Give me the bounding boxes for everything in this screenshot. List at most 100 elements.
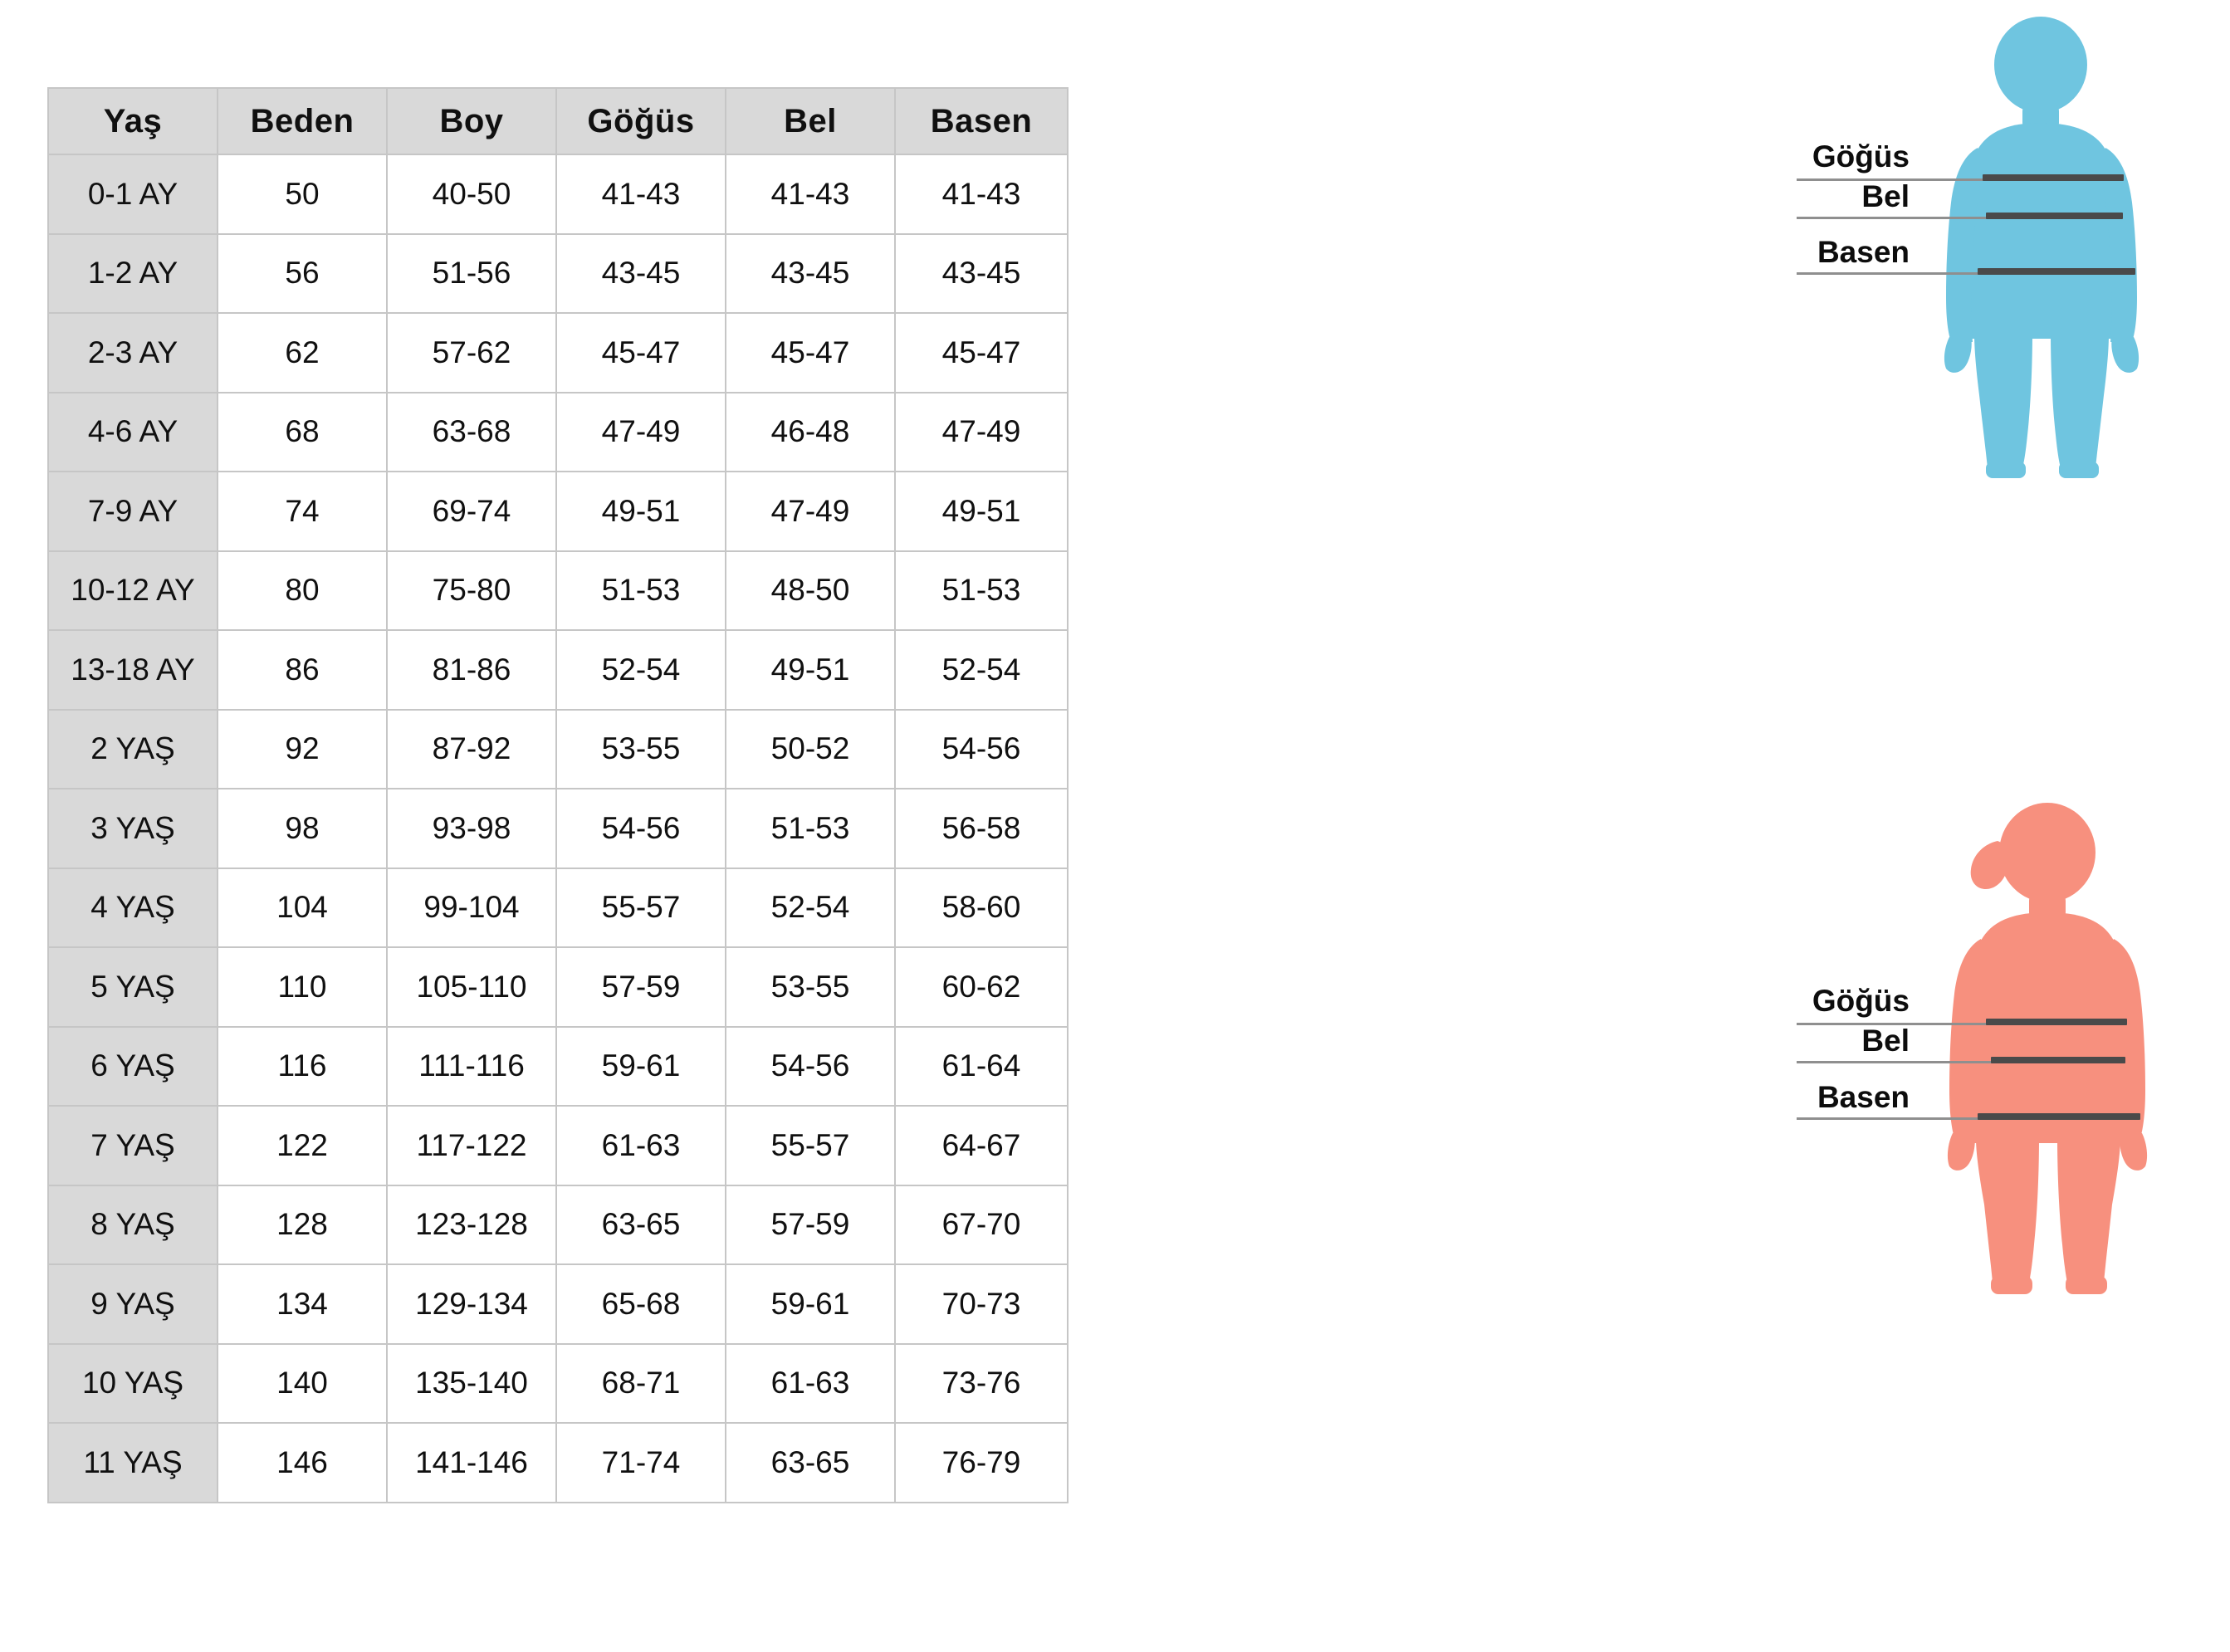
row-age-cell: 1-2 AY: [47, 232, 218, 315]
table-cell-gogus: 54-56: [555, 788, 726, 869]
girl-hip-label: Basen: [1817, 1080, 1910, 1114]
table-cell-boy: 111-116: [386, 1025, 557, 1107]
table-cell-bel: 63-65: [725, 1422, 896, 1503]
table-cell-bel: 54-56: [725, 1025, 896, 1107]
boy-chest-band-line: [1983, 174, 2124, 181]
row-age-cell: 8 YAŞ: [47, 1184, 218, 1266]
boy-figure-block: Göğüs Bel Basen: [1797, 17, 2230, 814]
girl-chest-band-line: [1986, 1019, 2127, 1025]
table-cell-boy: 99-104: [386, 867, 557, 949]
girl-chest-leader-line: [1797, 1023, 2014, 1025]
table-cell-boy: 40-50: [386, 154, 557, 235]
table-row: 4-6 AY 68 63-68 47-49 46-48 47-49: [47, 391, 1069, 473]
table-row: 4 YAŞ 104 99-104 55-57 52-54 58-60: [47, 867, 1069, 949]
table-cell-gogus: 65-68: [555, 1263, 726, 1345]
table-cell-beden: 134: [217, 1263, 388, 1345]
table-row: 7 YAŞ 122 117-122 61-63 55-57 64-67: [47, 1105, 1069, 1186]
boy-waist-label: Bel: [1861, 179, 1910, 213]
girl-silhouette: [1947, 803, 2148, 1294]
table-cell-boy: 117-122: [386, 1105, 557, 1186]
row-age-cell: 13-18 AY: [47, 629, 218, 711]
girl-chest-label: Göğüs: [1812, 984, 1910, 1018]
table-cell-basen: 56-58: [894, 788, 1069, 869]
table-row: 8 YAŞ 128 123-128 63-65 57-59 67-70: [47, 1184, 1069, 1266]
table-cell-basen: 49-51: [894, 471, 1069, 552]
table-cell-boy: 87-92: [386, 708, 557, 790]
table-body: 0-1 AY 50 40-50 41-43 41-43 41-43 1-2 AY 56 51-5…: [47, 154, 1069, 1503]
table-cell-beden: 62: [217, 312, 388, 393]
table-cell-bel: 52-54: [725, 867, 896, 949]
table-cell-boy: 123-128: [386, 1184, 557, 1266]
table-cell-basen: 64-67: [894, 1105, 1069, 1186]
table-row: 0-1 AY 50 40-50 41-43 41-43 41-43: [47, 154, 1069, 235]
table-cell-gogus: 53-55: [555, 708, 726, 790]
table-cell-gogus: 51-53: [555, 550, 726, 632]
boy-waist-band-line: [1986, 213, 2123, 219]
table-cell-basen: 41-43: [894, 154, 1069, 235]
table-cell-gogus: 52-54: [555, 629, 726, 711]
table-cell-bel: 55-57: [725, 1105, 896, 1186]
table-cell-basen: 47-49: [894, 391, 1069, 473]
table-row: 13-18 AY 86 81-86 52-54 49-51 52-54: [47, 629, 1069, 711]
table-row: 9 YAŞ 134 129-134 65-68 59-61 70-73: [47, 1263, 1069, 1345]
row-age-cell: 10 YAŞ: [47, 1342, 218, 1425]
table-cell-beden: 110: [217, 946, 388, 1028]
row-age-cell: 4 YAŞ: [47, 867, 218, 949]
table-cell-boy: 51-56: [386, 232, 557, 315]
row-age-cell: 9 YAŞ: [47, 1263, 218, 1345]
table-cell-bel: 61-63: [725, 1342, 896, 1425]
girl-figure-block: Göğüs Bel Basen: [1797, 801, 2230, 1652]
boy-hip-label: Basen: [1817, 235, 1910, 269]
table-row: 3 YAŞ 98 93-98 54-56 51-53 56-58: [47, 788, 1069, 869]
table-header-row: Yaş Beden Boy Göğüs Bel Basen: [47, 87, 1069, 155]
table-cell-bel: 43-45: [725, 232, 896, 315]
row-age-cell: 3 YAŞ: [47, 788, 218, 869]
girl-waist-band-line: [1991, 1057, 2125, 1063]
row-age-cell: 10-12 AY: [47, 550, 218, 632]
girl-hip-leader-line: [1797, 1117, 2027, 1120]
table-cell-beden: 74: [217, 471, 388, 552]
girl-waist-leader-line: [1797, 1061, 2016, 1063]
table-cell-boy: 93-98: [386, 788, 557, 869]
table-row: 10-12 AY 80 75-80 51-53 48-50 51-53: [47, 550, 1069, 632]
table-cell-gogus: 45-47: [555, 312, 726, 393]
row-age-cell: 7 YAŞ: [47, 1105, 218, 1186]
table-cell-boy: 69-74: [386, 471, 557, 552]
table-cell-basen: 73-76: [894, 1342, 1069, 1425]
table-cell-gogus: 47-49: [555, 391, 726, 473]
table-cell-boy: 57-62: [386, 312, 557, 393]
table-cell-basen: 61-64: [894, 1025, 1069, 1107]
table-row: 2-3 AY 62 57-62 45-47 45-47 45-47: [47, 312, 1069, 393]
table-row: 5 YAŞ 110 105-110 57-59 53-55 60-62: [47, 946, 1069, 1028]
girl-hip-band-line: [1978, 1113, 2140, 1120]
table-cell-basen: 70-73: [894, 1263, 1069, 1345]
table-cell-bel: 47-49: [725, 471, 896, 552]
table-cell-bel: 57-59: [725, 1184, 896, 1266]
table-cell-beden: 146: [217, 1422, 388, 1503]
table-cell-boy: 129-134: [386, 1263, 557, 1345]
table-cell-basen: 54-56: [894, 708, 1069, 790]
row-age-cell: 6 YAŞ: [47, 1025, 218, 1107]
table-row: 10 YAŞ 140 135-140 68-71 61-63 73-76: [47, 1342, 1069, 1425]
table-cell-boy: 81-86: [386, 629, 557, 711]
table-header: Yaş Beden Boy Göğüs Bel Basen: [47, 87, 1069, 155]
table-cell-basen: 76-79: [894, 1422, 1069, 1503]
row-age-cell: 0-1 AY: [47, 154, 218, 235]
table-cell-basen: 43-45: [894, 232, 1069, 315]
table-cell-beden: 116: [217, 1025, 388, 1107]
boy-waist-leader-line: [1797, 217, 2016, 219]
table-cell-basen: 51-53: [894, 550, 1069, 632]
table-row: 2 YAŞ 92 87-92 53-55 50-52 54-56: [47, 708, 1069, 790]
table-cell-gogus: 49-51: [555, 471, 726, 552]
table-cell-bel: 41-43: [725, 154, 896, 235]
row-age-cell: 2-3 AY: [47, 312, 218, 393]
table-cell-bel: 50-52: [725, 708, 896, 790]
table-cell-gogus: 59-61: [555, 1025, 726, 1107]
row-age-cell: 2 YAŞ: [47, 708, 218, 790]
column-header-boy: Boy: [386, 87, 557, 155]
table-cell-gogus: 41-43: [555, 154, 726, 235]
table-cell-bel: 46-48: [725, 391, 896, 473]
table-cell-beden: 68: [217, 391, 388, 473]
boy-chest-label: Göğüs: [1812, 139, 1910, 174]
table-cell-boy: 141-146: [386, 1422, 557, 1503]
